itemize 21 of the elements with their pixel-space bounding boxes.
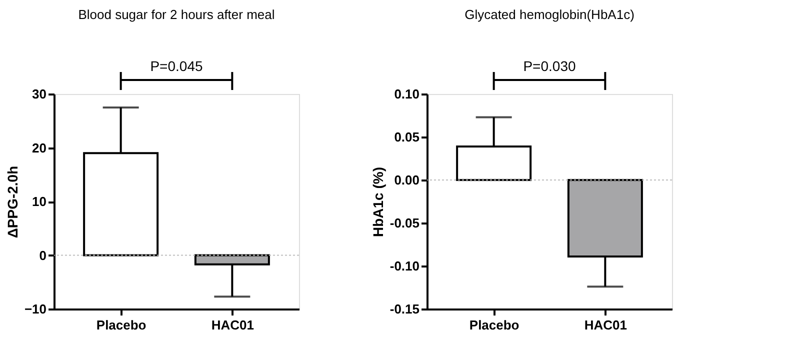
x-tick-label: Placebo	[469, 318, 520, 332]
y-tick-label: -0.15	[390, 302, 420, 316]
y-tick-label: 0	[39, 248, 46, 263]
y-tick-label: 10	[32, 194, 46, 209]
y-axis-title: ΔPPG-2.0h	[4, 166, 20, 238]
y-tick-label: 0.05	[394, 130, 420, 144]
y-tick-label: 30	[32, 86, 46, 102]
chart-title: Blood sugar for 2 hours after meal	[78, 7, 275, 22]
x-tick-label: HAC01	[584, 318, 627, 332]
y-tick-label: -0.10	[390, 258, 420, 274]
x-tick-label: HAC01	[211, 318, 254, 332]
chart-title: Glycated hemoglobin(HbA1c)	[464, 7, 634, 22]
y-tick-label: 20	[32, 140, 46, 156]
y-tick-label: −10	[24, 302, 46, 316]
text: P=0.045	[150, 58, 203, 74]
text: P=0.030	[523, 58, 576, 74]
x-tick-label: Placebo	[96, 318, 146, 332]
y-tick-label: 0.10	[394, 86, 420, 102]
y-axis-title: HbA1c (%)	[370, 166, 386, 238]
y-tick-label: -0.05	[390, 216, 420, 230]
y-tick-label: 0.00	[394, 172, 420, 188]
